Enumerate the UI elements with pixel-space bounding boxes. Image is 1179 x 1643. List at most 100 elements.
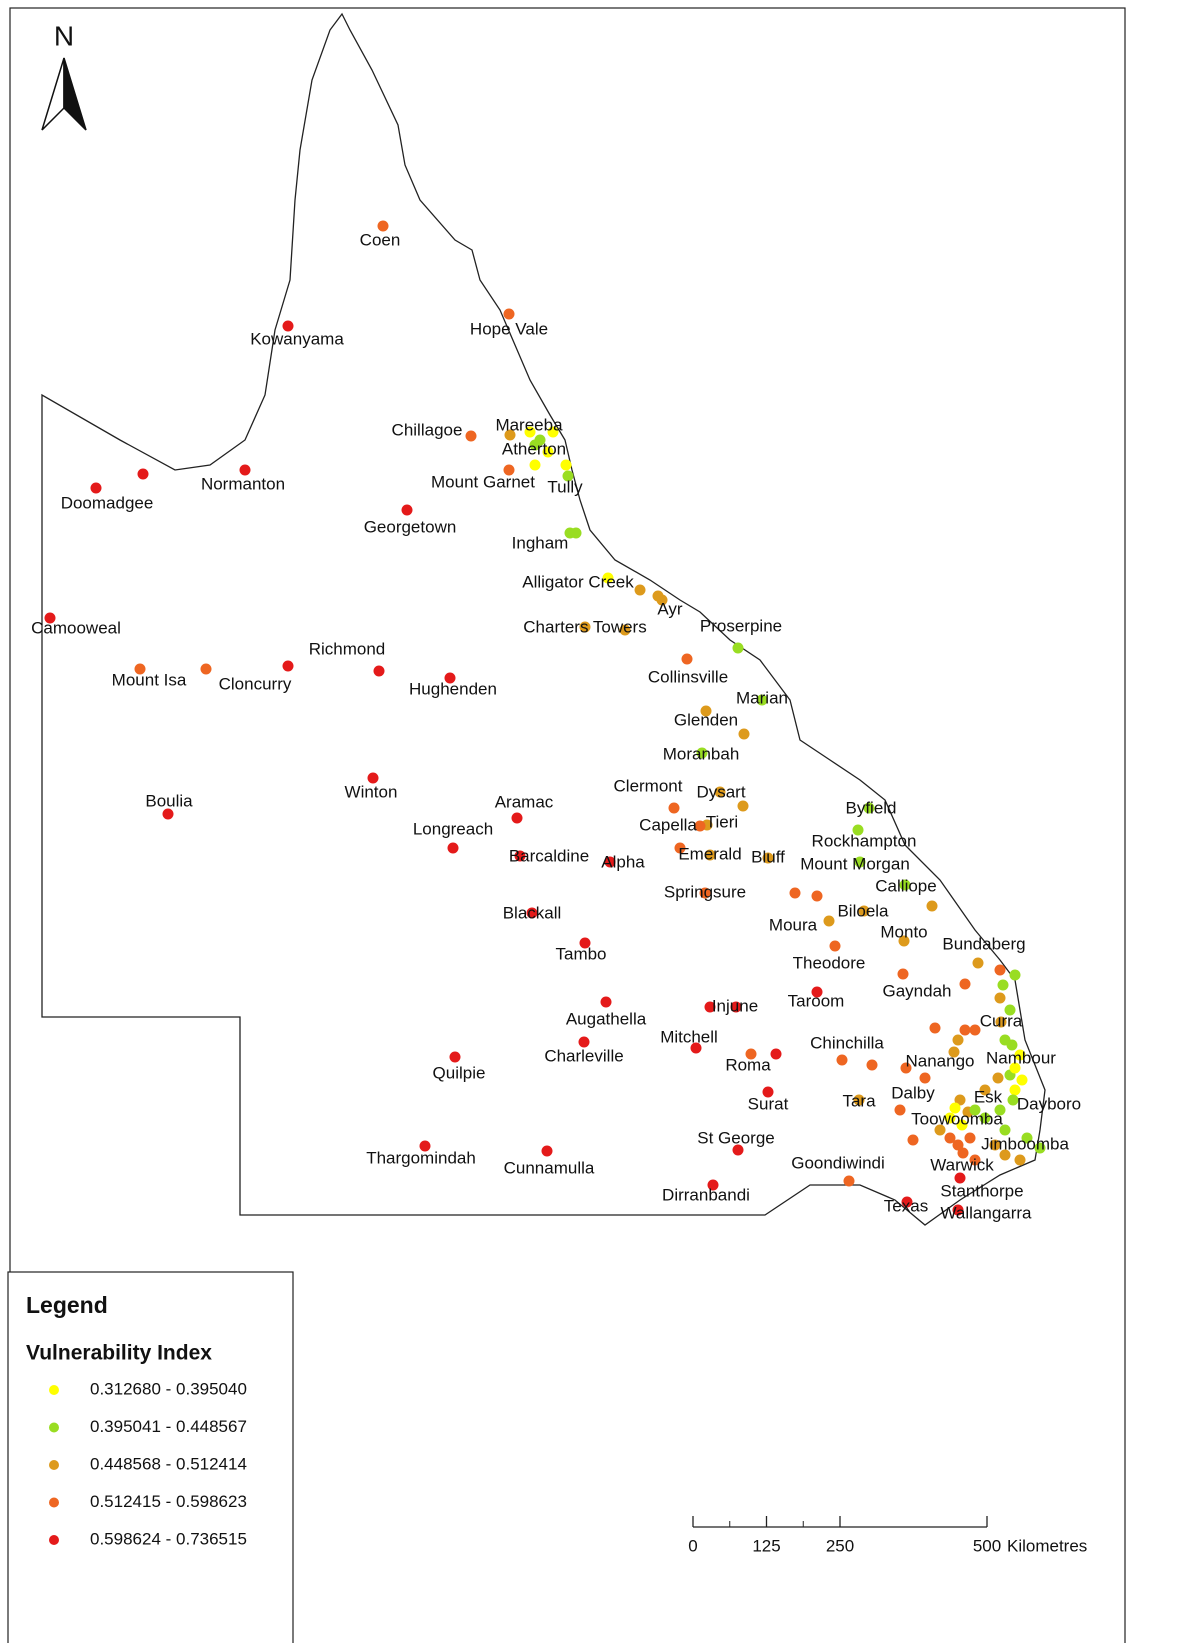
place-marker — [444, 672, 456, 684]
place-marker — [668, 802, 680, 814]
place-label: Goondiwindi — [791, 1153, 885, 1172]
place-marker — [738, 728, 750, 740]
place-label: Springsure — [664, 882, 746, 901]
place-marker — [756, 694, 768, 706]
place-label: Dysart — [696, 782, 745, 801]
place-marker — [995, 1016, 1007, 1028]
place-marker — [894, 1104, 906, 1116]
place-label: Mount Garnet — [431, 472, 535, 491]
place-marker — [579, 621, 591, 633]
north-label: N — [54, 20, 74, 51]
place-marker — [699, 887, 711, 899]
place-label: Moura — [769, 915, 818, 934]
place-label: Chinchilla — [810, 1033, 884, 1052]
place-marker — [634, 584, 646, 596]
place-label: Tambo — [555, 944, 606, 963]
place-marker — [972, 957, 984, 969]
place-marker — [503, 308, 515, 320]
place-label: Texas — [884, 1196, 928, 1215]
place-marker — [858, 905, 870, 917]
place-label: Normanton — [201, 474, 285, 493]
place-marker — [1007, 1094, 1019, 1106]
place-label: Aramac — [495, 792, 554, 811]
place-label: Warwick — [930, 1155, 994, 1174]
place-marker — [579, 937, 591, 949]
place-label: Moranbah — [663, 744, 740, 763]
place-marker — [1014, 1049, 1026, 1061]
scale-label: 500 — [973, 1536, 1001, 1555]
place-label: Esk — [974, 1087, 1003, 1106]
place-marker — [526, 907, 538, 919]
place-label: Rockhampton — [812, 831, 917, 850]
place-label: Alligator Creek — [522, 572, 634, 591]
place-marker — [969, 1024, 981, 1036]
place-label: Camooweal — [31, 618, 121, 637]
place-marker — [730, 1001, 742, 1013]
place-marker — [694, 820, 706, 832]
place-label: Nanango — [905, 1051, 974, 1070]
place-label: Ayr — [657, 599, 683, 618]
place-marker — [789, 887, 801, 899]
place-label: Winton — [345, 782, 398, 801]
place-label: Tieri — [706, 812, 738, 831]
place-label: Tully — [547, 477, 583, 496]
place-marker — [704, 849, 716, 861]
place-marker — [690, 1042, 702, 1054]
place-marker — [959, 978, 971, 990]
place-label: Mareeba — [495, 415, 563, 434]
place-label: Doomadgee — [61, 493, 154, 512]
place-marker — [900, 1062, 912, 1074]
place-marker — [901, 1196, 913, 1208]
place-label: Mount Morgan — [800, 854, 910, 873]
place-label: St George — [697, 1128, 775, 1147]
place-marker — [1009, 1062, 1021, 1074]
place-label: Bundaberg — [942, 934, 1025, 953]
place-marker — [367, 772, 379, 784]
place-marker — [762, 1086, 774, 1098]
place-marker — [952, 1034, 964, 1046]
place-marker — [948, 1046, 960, 1058]
place-label: Bluff — [751, 847, 785, 866]
map-frame — [9, 7, 1126, 1643]
place-label: Richmond — [309, 639, 386, 658]
place-marker — [578, 1036, 590, 1048]
place-marker — [907, 1134, 919, 1146]
place-marker — [377, 220, 389, 232]
place-label: Hope Vale — [470, 319, 548, 338]
place-marker — [979, 1112, 991, 1124]
place-marker — [952, 1139, 964, 1151]
place-marker — [979, 1084, 991, 1096]
place-marker — [529, 439, 541, 451]
place-marker — [934, 1124, 946, 1136]
place-marker — [401, 504, 413, 516]
place-marker — [866, 1059, 878, 1071]
place-marker — [619, 624, 631, 636]
place-marker — [652, 590, 664, 602]
place-marker — [282, 320, 294, 332]
place-label: Byfield — [845, 798, 896, 817]
place-marker — [547, 426, 559, 438]
place-label: Monto — [880, 922, 927, 941]
place-marker — [1004, 1004, 1016, 1016]
place-label: Wallangarra — [940, 1203, 1032, 1222]
legend-item: 0.598624 - 0.736515 — [90, 1529, 247, 1548]
place-marker — [770, 1048, 782, 1060]
place-marker — [1014, 1154, 1026, 1166]
place-label: Augathella — [566, 1009, 647, 1028]
place-label: Cunnamulla — [504, 1158, 595, 1177]
legend-swatch — [49, 1460, 59, 1470]
place-label: Charleville — [544, 1046, 623, 1065]
place-label: Atherton — [502, 439, 566, 458]
place-label: Longreach — [413, 819, 493, 838]
place-marker — [1009, 1084, 1021, 1096]
place-marker — [997, 979, 1009, 991]
scale-unit: Kilometres — [1007, 1536, 1087, 1555]
place-marker — [949, 1102, 961, 1114]
place-marker — [899, 879, 911, 891]
place-marker — [239, 464, 251, 476]
place-marker — [926, 900, 938, 912]
place-label: Dirranbandi — [662, 1185, 750, 1204]
place-marker — [1006, 1039, 1018, 1051]
place-marker — [994, 1104, 1006, 1116]
